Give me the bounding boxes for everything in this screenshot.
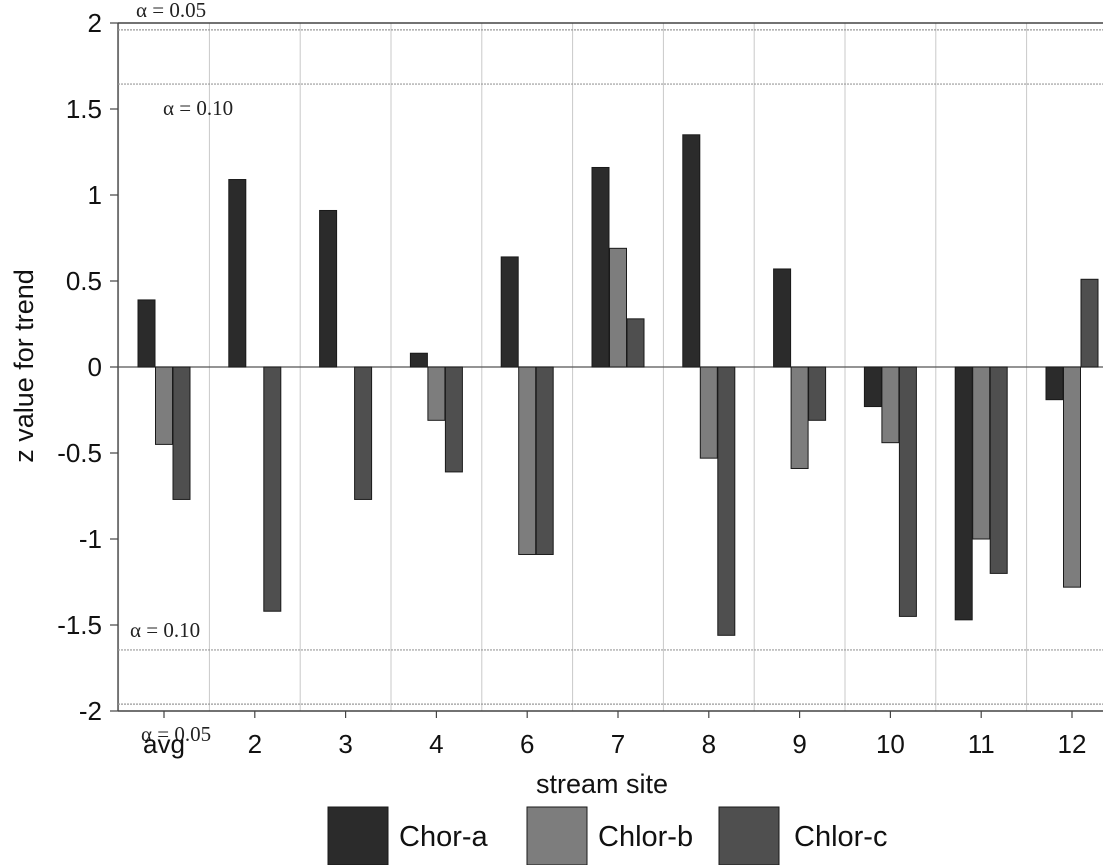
bar-chlor-c-site-10 bbox=[898, 366, 917, 617]
legend-label-chlor-c: Chlor-c bbox=[794, 821, 887, 853]
bar-chor-a-site-6 bbox=[500, 256, 519, 368]
bar-chlor-c-site-11 bbox=[989, 366, 1008, 574]
y-axis-title: z value for trend bbox=[9, 269, 39, 463]
legend: Chor-a Chlor-b Chlor-c bbox=[327, 806, 887, 865]
significance-label: α = 0.05 bbox=[141, 722, 211, 746]
bar-chor-a-site-9 bbox=[773, 268, 792, 368]
legend-label-chor-a: Chor-a bbox=[399, 821, 489, 853]
bar-chlor-b-site-10 bbox=[881, 366, 900, 444]
x-tick-label: 3 bbox=[338, 729, 352, 759]
significance-label: α = 0.10 bbox=[163, 96, 233, 120]
x-tick-label: 8 bbox=[702, 729, 716, 759]
bar-chlor-b-site-12 bbox=[1063, 366, 1081, 588]
bar-chor-a-site-7 bbox=[591, 166, 610, 368]
x-tick-label: 12 bbox=[1058, 729, 1087, 759]
bar-chlor-c-site-4 bbox=[444, 366, 463, 473]
bar-chlor-b-site-9 bbox=[790, 366, 809, 469]
bar-chlor-b-site-6 bbox=[518, 366, 537, 555]
x-tick-label: 9 bbox=[792, 729, 806, 759]
bar-chlor-c-site-2 bbox=[263, 366, 282, 612]
y-tick-label: -1 bbox=[79, 524, 102, 554]
bar-chor-a-site-12 bbox=[1045, 366, 1064, 401]
bar-chor-a-site-4 bbox=[409, 352, 428, 368]
bar-chor-a-site-10 bbox=[863, 366, 882, 408]
x-tick-label: avg bbox=[143, 729, 185, 759]
bar-chlor-c-site-6 bbox=[535, 366, 554, 555]
y-tick-label: -1.5 bbox=[57, 610, 102, 640]
bar-chor-a-site-3 bbox=[319, 209, 338, 368]
bar-chlor-c-site-9 bbox=[808, 366, 827, 421]
bar-chlor-c-site-12 bbox=[1080, 278, 1099, 368]
bar-chlor-b-site-8 bbox=[699, 366, 718, 459]
legend-swatch-chor-a bbox=[327, 806, 389, 865]
x-tick-label: 6 bbox=[520, 729, 534, 759]
y-tick-label: -0.5 bbox=[57, 438, 102, 468]
plot-area: 2 1.5 1 0.5 0 -0.5 -1 -1.5 -2 α = 0.05 α = 0.10 α =… bbox=[57, 0, 1103, 759]
bar-chlor-c-site-3 bbox=[354, 366, 373, 500]
y-tick-label: 1 bbox=[88, 180, 102, 210]
x-axis-title: stream site bbox=[536, 769, 668, 799]
x-tick-label: 11 bbox=[968, 729, 995, 759]
legend-swatch-chlor-b bbox=[526, 806, 588, 865]
bar-chlor-b-site-4 bbox=[427, 366, 446, 421]
y-tick-label: 0 bbox=[88, 352, 102, 382]
bar-chor-a-site-2 bbox=[228, 179, 247, 368]
bar-chlor-b-site-11 bbox=[972, 366, 991, 540]
x-tick-label: 4 bbox=[429, 729, 443, 759]
significance-label: α = 0.05 bbox=[136, 0, 206, 22]
bar-chlor-b-site-avg bbox=[155, 366, 173, 445]
bar-chlor-c-site-7 bbox=[626, 318, 645, 368]
x-tick-label: 2 bbox=[248, 729, 262, 759]
legend-label-chlor-b: Chlor-b bbox=[598, 821, 693, 853]
y-tick-label: 2 bbox=[88, 8, 102, 38]
bar-chor-a-site-11 bbox=[954, 366, 973, 621]
bar-chlor-c-site-8 bbox=[717, 366, 736, 636]
x-tick-label: 7 bbox=[611, 729, 625, 759]
bar-chlor-b-site-7 bbox=[609, 247, 627, 368]
bar-chlor-c-site-avg bbox=[172, 366, 191, 500]
legend-swatch-chlor-c bbox=[718, 806, 780, 865]
bar-chor-a-site-avg bbox=[137, 299, 156, 368]
y-tick-label: 0.5 bbox=[66, 266, 102, 296]
bar-chor-a-site-8 bbox=[682, 134, 701, 368]
significance-label: α = 0.10 bbox=[130, 618, 200, 642]
x-tick-label: 10 bbox=[876, 729, 905, 759]
y-tick-label: -2 bbox=[79, 696, 102, 726]
y-tick-label: 1.5 bbox=[66, 94, 102, 124]
